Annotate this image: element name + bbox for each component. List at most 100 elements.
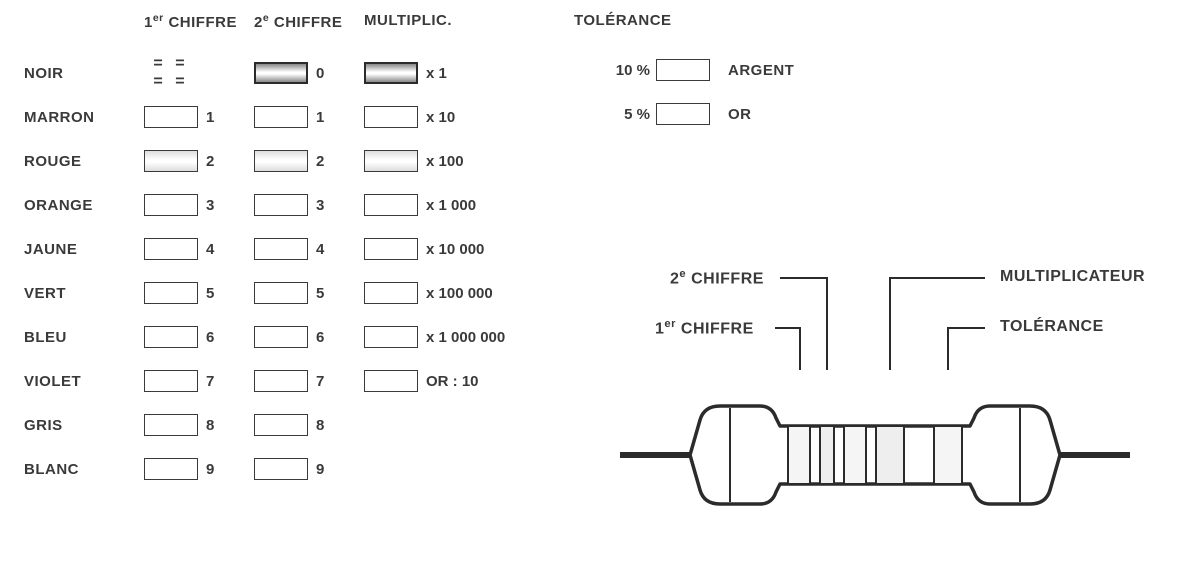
digit1-value: 8 — [206, 417, 214, 434]
multiplier-value: x 1 000 — [426, 197, 476, 214]
digit2-value: 5 — [316, 285, 324, 302]
no-value-dashes: = = = = — [144, 55, 198, 91]
digit1-cell: 8 — [144, 414, 254, 436]
resistor-svg — [580, 250, 1170, 540]
digit1-cell: 9 — [144, 458, 254, 480]
digit2-cell: 5 — [254, 282, 364, 304]
color-swatch — [254, 326, 308, 348]
digit1-cell: 3 — [144, 194, 254, 216]
color-name: ORANGE — [24, 197, 144, 214]
color-name: JAUNE — [24, 241, 144, 258]
color-swatch — [144, 106, 198, 128]
multiplier-value: OR : 10 — [426, 373, 479, 390]
diagram-label-digit2: 2e CHIFFRE — [670, 268, 764, 288]
digit1-value: 2 — [206, 153, 214, 170]
color-name: NOIR — [24, 65, 144, 82]
digit2-cell: 1 — [254, 106, 364, 128]
digit2-value: 0 — [316, 65, 324, 82]
color-swatch — [144, 238, 198, 260]
color-swatch — [144, 194, 198, 216]
color-swatch — [656, 103, 710, 125]
digit2-cell: 2 — [254, 150, 364, 172]
multiplier-value: x 1 — [426, 65, 447, 82]
digit1-value: 1 — [206, 109, 214, 126]
digit2-value: 9 — [316, 461, 324, 478]
digit2-cell: 9 — [254, 458, 364, 480]
multiplier-cell: OR : 10 — [364, 370, 514, 392]
digit1-value: 9 — [206, 461, 214, 478]
color-swatch — [144, 458, 198, 480]
digit2-cell: 3 — [254, 194, 364, 216]
color-swatch — [364, 150, 418, 172]
color-swatch — [254, 458, 308, 480]
color-swatch — [254, 370, 308, 392]
multiplier-cell: x 1 000 — [364, 194, 514, 216]
column-headers: 1er CHIFFRE 2e CHIFFRE MULTIPLIC. TOLÉRA… — [24, 12, 1176, 31]
digit2-value: 2 — [316, 153, 324, 170]
color-swatch — [254, 282, 308, 304]
color-row: ROUGE 2 2 x 100 — [24, 139, 1176, 183]
digit2-value: 3 — [316, 197, 324, 214]
multiplier-value: x 10 000 — [426, 241, 484, 258]
color-swatch — [144, 150, 198, 172]
digit2-value: 1 — [316, 109, 324, 126]
color-name: VERT — [24, 285, 144, 302]
digit2-cell: 6 — [254, 326, 364, 348]
multiplier-value: x 100 000 — [426, 285, 493, 302]
tolerance-percent: 10 % — [600, 62, 650, 79]
color-swatch — [144, 282, 198, 304]
color-name: BLANC — [24, 461, 144, 478]
tolerance-row: 10 % ARGENT — [600, 48, 794, 92]
header-multiplier: MULTIPLIC. — [364, 12, 514, 31]
multiplier-value: x 100 — [426, 153, 464, 170]
tolerance-block: 10 %ARGENT5 %OR — [600, 48, 794, 136]
color-swatch — [254, 238, 308, 260]
color-swatch — [144, 370, 198, 392]
digit1-value: 7 — [206, 373, 214, 390]
color-swatch — [254, 414, 308, 436]
digit2-value: 6 — [316, 329, 324, 346]
color-swatch — [364, 106, 418, 128]
digit1-value: 3 — [206, 197, 214, 214]
digit2-cell: 8 — [254, 414, 364, 436]
color-swatch — [254, 194, 308, 216]
digit1-cell: 4 — [144, 238, 254, 260]
digit1-value: 4 — [206, 241, 214, 258]
multiplier-cell: x 10 — [364, 106, 514, 128]
color-name: ROUGE — [24, 153, 144, 170]
diagram-label-tolerance: TOLÉRANCE — [1000, 318, 1104, 336]
multiplier-cell: x 1 — [364, 62, 514, 84]
digit1-value: 6 — [206, 329, 214, 346]
header-tolerance: TOLÉRANCE — [514, 12, 764, 31]
digit1-value: 5 — [206, 285, 214, 302]
multiplier-value: x 1 000 000 — [426, 329, 505, 346]
digit1-cell: 2 — [144, 150, 254, 172]
tolerance-name: ARGENT — [728, 62, 794, 79]
color-swatch — [364, 194, 418, 216]
color-name: GRIS — [24, 417, 144, 434]
header-digit2: 2e CHIFFRE — [254, 12, 364, 31]
multiplier-value: x 10 — [426, 109, 455, 126]
diagram-label-multiplier: MULTIPLICATEUR — [1000, 268, 1145, 286]
color-swatch — [364, 238, 418, 260]
color-swatch — [144, 414, 198, 436]
digit1-cell: 5 — [144, 282, 254, 304]
color-swatch — [364, 282, 418, 304]
digit1-cell: = = = = — [144, 55, 254, 91]
digit1-cell: 6 — [144, 326, 254, 348]
color-name: VIOLET — [24, 373, 144, 390]
diagram-label-digit1: 1er CHIFFRE — [655, 318, 754, 338]
digit2-cell: 4 — [254, 238, 364, 260]
resistor-diagram: 2e CHIFFRE MULTIPLICATEUR 1er CHIFFRE TO… — [580, 250, 1170, 540]
digit2-value: 7 — [316, 373, 324, 390]
digit2-cell: 7 — [254, 370, 364, 392]
digit1-cell: 7 — [144, 370, 254, 392]
color-swatch — [656, 59, 710, 81]
color-swatch — [364, 370, 418, 392]
color-swatch — [254, 150, 308, 172]
multiplier-cell: x 1 000 000 — [364, 326, 514, 348]
digit2-value: 4 — [316, 241, 324, 258]
tolerance-name: OR — [728, 106, 752, 123]
header-digit1: 1er CHIFFRE — [144, 12, 254, 31]
multiplier-cell: x 100 000 — [364, 282, 514, 304]
